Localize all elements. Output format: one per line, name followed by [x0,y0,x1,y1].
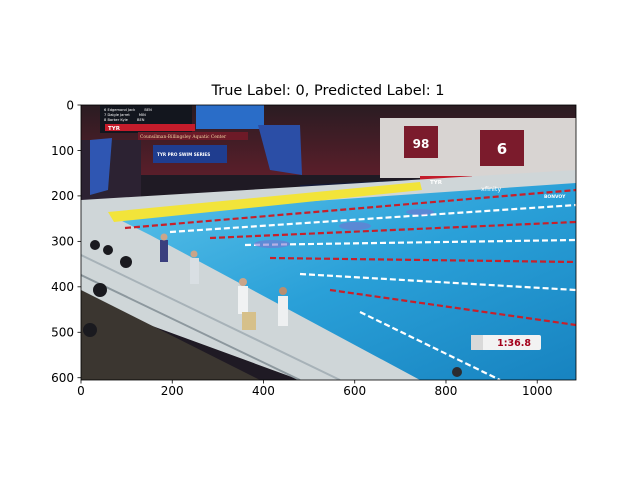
image-area: 6 Edgemond Jack BEN 7 Daigle Jarret MIN … [81,105,576,380]
y-axis: 0 100 200 300 400 500 600 [51,98,81,385]
x-tick-label: 800 [435,384,458,398]
axes-frame [80,104,577,381]
y-tick-label: 400 [51,280,74,294]
chart-title: True Label: 0, Predicted Label: 1 [211,83,445,99]
pool-water [110,183,576,380]
race-clock-box [471,335,541,350]
video-board [196,105,264,129]
x-axis: 0 200 400 600 800 1000 [77,380,552,398]
spectators [83,240,132,337]
sponsor-tyr: TYR [430,180,443,186]
x-tick-label: 1000 [522,384,553,398]
sponsor-xfinity: xfinity [481,185,501,193]
banner-6-bg [480,130,524,166]
banner-98-bg [404,126,438,158]
x-tick-label: 200 [161,384,184,398]
x-tick-label: 600 [343,384,366,398]
lane-rope [329,288,576,327]
lane-ropes [124,188,576,380]
swimmer-head [452,367,462,377]
x-tick-label: 0 [77,384,85,398]
lane-markers [254,209,434,248]
series-banner-bg [153,145,227,163]
sponsor-bonvoy: BONVOY [544,194,566,200]
scoreboard-row-1: 6 Edgemond Jack BEN [104,108,152,112]
y-tick-label: 300 [51,235,74,249]
y-tick-label: 500 [51,326,74,340]
x-tick-label: 400 [252,384,275,398]
lane-rope [359,311,501,380]
lane-rope [124,188,576,230]
tyr-logo: TYR [108,126,121,132]
scoreboard-rows: 6 Edgemond Jack BEN 7 Daigle Jarret MIN … [104,108,152,122]
y-tick-label: 0 [66,98,74,112]
railing-top [81,254,341,380]
block-edge [108,182,422,222]
lane-rope [299,272,576,292]
series-banner: TYR PRO SWIM SERIES [157,152,210,157]
tyr-strip [105,124,195,131]
stairs-dark [81,290,260,380]
banner-6: 6 [497,140,507,158]
lane-rope [209,220,576,240]
y-tick-label: 600 [51,371,74,385]
scoreboard-row-2: 7 Daigle Jarret MIN [104,113,146,117]
scoreboard-row-3: 8 Barker Kyle BEN [104,118,145,122]
lane-rope [244,238,576,247]
flag-far-left [90,138,112,195]
flag-left [258,125,302,175]
lane-rope [269,256,576,264]
y-tick-label: 100 [51,144,74,158]
race-clock-tab [471,335,483,350]
race-clock: 1:36.8 [497,338,531,349]
lane-rope [169,203,576,234]
y-tick-label: 200 [51,189,74,203]
officials [160,233,288,330]
banner-98: 98 [413,137,430,151]
venue-sign: Counsilman-Billingsley Aquatic Center [140,135,227,140]
venue-sign-bg [138,132,248,140]
